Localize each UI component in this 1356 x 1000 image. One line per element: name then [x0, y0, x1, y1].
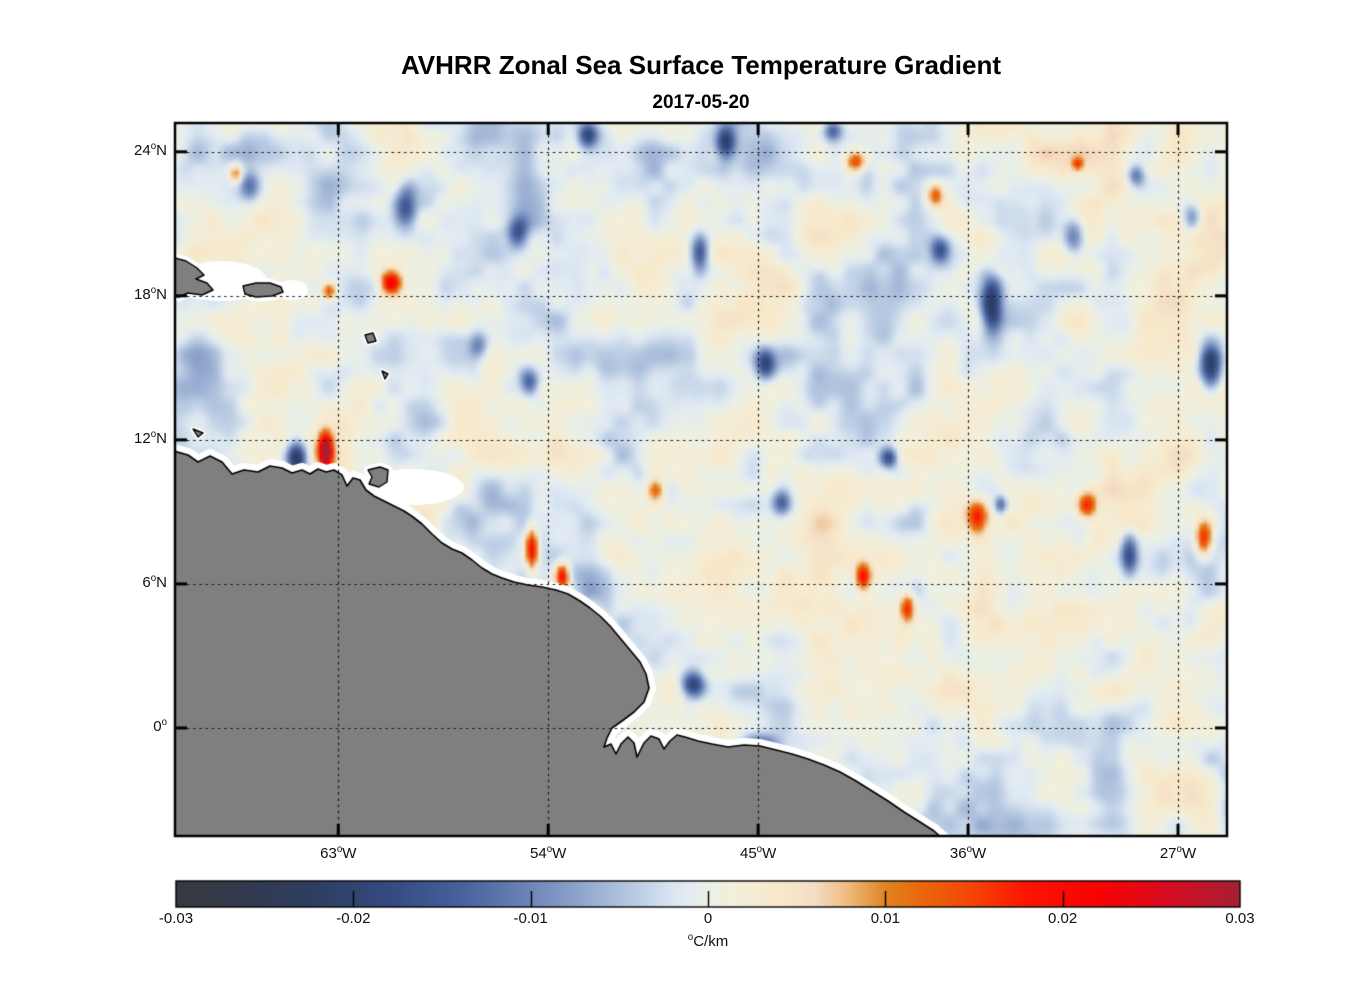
x-tick-label-27: 27oW [1159, 844, 1197, 862]
x-tick-label-36: 36oW [949, 844, 987, 862]
chart-title: AVHRR Zonal Sea Surface Temperature Grad… [400, 50, 1002, 80]
colorbar-tick-label-0: -0.03 [158, 910, 194, 927]
colorbar-unit-label: oC/km [687, 932, 729, 950]
chart-date-subtitle: 2017-05-20 [652, 92, 750, 113]
colorbar-tick-label-1: -0.02 [336, 910, 371, 927]
y-tick-label-18: 18oN [134, 284, 167, 303]
colorbar-tick-label-3: 0 [703, 910, 713, 927]
colorbar-tick-label-4: 0.01 [870, 910, 900, 927]
colorbar-tick-label-2: -0.01 [513, 910, 548, 927]
x-tick-label-63: 63oW [320, 844, 357, 862]
y-tick-label-24: 24oN [134, 140, 167, 159]
y-tick-label-6: 6oN [142, 572, 167, 591]
x-tick-label-54: 54oW [530, 844, 567, 862]
y-tick-label-0: 0o [153, 716, 167, 735]
colorbar-tick-label-6: 0.03 [1225, 910, 1255, 927]
y-tick-label-12: 12oN [134, 428, 167, 447]
x-tick-label-45: 45oW [739, 844, 777, 862]
colorbar-tick-label-5: 0.02 [1048, 910, 1078, 927]
